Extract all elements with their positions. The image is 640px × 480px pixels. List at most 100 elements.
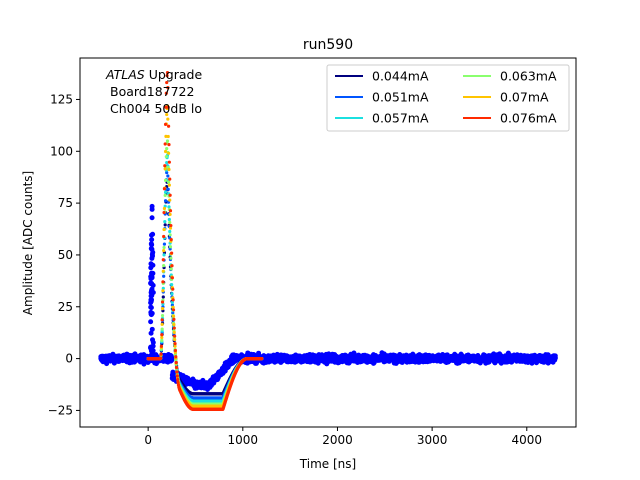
series-point [163,223,167,227]
x-tick-label: 3000 [417,433,448,447]
y-tick-label: −25 [48,403,73,417]
legend-box [326,64,570,132]
series-point [166,86,170,90]
series-point [166,134,170,139]
x-tick-label: 2000 [322,433,353,447]
series-point [166,187,170,191]
series-point [173,344,177,348]
series-point [163,178,168,182]
legend-label: 0.063mA [500,69,557,84]
series-point [171,311,175,315]
plot-area [98,71,558,411]
prepulse-point [148,319,154,325]
chart-title: run590 [303,37,353,53]
prepulse-point [149,232,155,238]
series-point [172,317,176,321]
prepulse-point [149,237,155,243]
series-point [167,142,171,147]
series-point [160,333,164,337]
atlas-annotation: ATLAS Upgrade Board187722 Ch004 50dB lo [105,67,202,116]
series-point [160,338,164,343]
series-point [168,198,172,202]
x-tick-label: 0 [144,433,152,447]
series-point [166,180,171,184]
y-tick-label: 25 [58,300,73,314]
prepulse-point [149,326,155,332]
series-point [164,105,168,109]
y-tick-label: 125 [50,92,73,106]
series-point [163,142,167,146]
series-point [161,258,165,262]
series-point [176,377,180,382]
series-point [167,160,171,164]
series-point [159,352,163,356]
series-point [162,245,166,250]
series-point [169,256,173,260]
series-point [162,234,166,239]
series-point [166,151,171,155]
series-point [171,298,175,302]
annotation-line-2: Board187722 [110,84,194,99]
series-point [161,295,165,299]
series-point [167,205,171,209]
series-point [168,233,172,237]
legend: 0.044mA 0.051mA 0.057mA 0.063mA 0.07mA 0.076m… [326,64,570,132]
series-point [164,91,168,95]
series-point [175,374,179,378]
x-axis-label: Time [ns] [299,457,356,471]
series-point [175,370,179,374]
annotation-line-3: Ch004 50dB lo [110,101,202,116]
series-point [163,190,168,194]
legend-label: 0.076mA [500,111,557,126]
series-point [172,323,176,327]
series-point [162,187,167,191]
series-point [161,280,165,284]
series-point [160,335,164,340]
annotation-line-1: ATLAS Upgrade [105,67,202,82]
y-axis-label: Amplitude [ADC counts] [21,171,35,315]
series-point [161,289,165,293]
axis-ticks: 0 1000 2000 3000 4000 −25 0 25 50 75 100 125 [48,92,542,447]
series-point [173,338,177,342]
y-tick-label: 50 [58,248,73,262]
prepulse-point [148,298,154,304]
prepulse-point [149,206,155,212]
data-point [552,355,558,361]
prepulse-point [150,270,156,276]
series-point [165,160,169,165]
prepulse-point [148,246,154,252]
series-point [168,193,172,197]
prepulse-point [150,282,156,288]
series-point [170,251,174,255]
prepulse-point [149,351,155,357]
series-point [163,199,168,203]
series-point [168,177,172,181]
series-point [160,327,164,331]
series-point [162,253,166,257]
series-point [165,112,169,117]
prepulse-point [148,293,154,299]
prepulse-point [148,305,154,311]
legend-label: 0.057mA [372,111,429,126]
prepulse-point [148,330,154,336]
series-point [172,326,176,330]
series-point [170,300,174,305]
series-point [163,220,167,224]
series-point [173,342,177,346]
series-point [260,356,264,361]
series-point [166,174,170,178]
series-point [171,287,175,291]
series-point [174,365,179,370]
series-point [162,274,166,278]
series-point [167,217,171,222]
legend-label: 0.051mA [372,90,429,105]
series-point [160,318,164,322]
series-point [162,249,166,253]
series-point [165,146,169,151]
series-point [159,356,163,360]
legend-label: 0.044mA [372,69,429,84]
prepulse-point [149,251,155,257]
series-point [165,170,169,175]
series-point [169,267,173,271]
series-point [170,276,174,280]
